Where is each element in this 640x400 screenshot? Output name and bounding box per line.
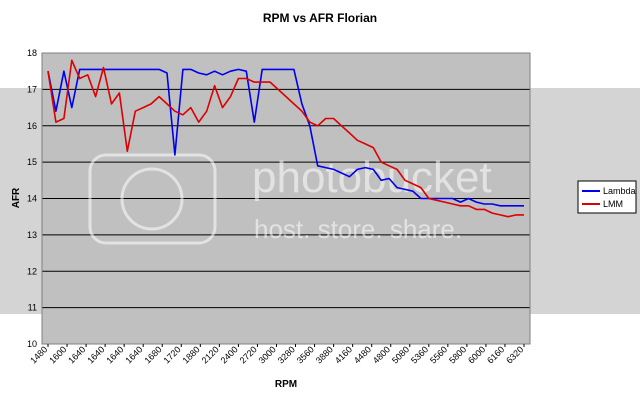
y-tick-label: 16 [27,121,37,131]
x-tick-label: 3880 [314,344,335,365]
series-group [47,59,524,218]
y-axis-title: AFR [11,187,22,208]
watermark-camera-icon [88,153,217,245]
y-tick-label: 11 [28,303,37,313]
y-tick-label: 17 [27,84,37,94]
x-tick-label: 1600 [47,344,68,365]
x-tick-label: 1880 [180,344,201,365]
series-line-lmm [47,59,524,218]
x-tick-label: 6160 [485,344,506,365]
x-tick-label: 4160 [333,344,354,365]
x-tick-label: 2400 [219,344,240,365]
x-tick-label: 3280 [276,344,297,365]
watermark-brand: photobucket [252,153,492,202]
x-tick-label: 2120 [200,344,221,365]
legend: Lambda LMM [577,180,637,214]
legend-box [577,180,637,214]
x-tick-label: 5360 [409,344,430,365]
x-tick-label: 5800 [447,344,468,365]
x-tick-label: 1640 [66,344,87,365]
legend-label-lambda: Lambda [603,186,636,196]
x-tick-label: 1640 [85,344,106,365]
x-axis-ticks: 1480160016401640164016401680172018802120… [28,344,525,366]
y-tick-label: 13 [27,230,37,240]
chart-title: RPM vs AFR Florian [263,11,377,25]
x-tick-label: 2720 [238,344,259,365]
x-tick-label: 5080 [390,344,411,365]
watermark-lens-icon [120,167,184,231]
x-tick-label: 6000 [466,344,487,365]
y-tick-label: 14 [27,194,37,204]
x-tick-label: 6320 [504,344,525,365]
x-tick-label: 4480 [352,344,373,365]
plot-area-border [41,52,531,345]
x-tick-label: 4800 [371,344,392,365]
x-tick-label: 1640 [123,344,144,365]
y-tick-label: 12 [27,266,37,276]
watermark-tagline: host. store. share. [254,214,462,244]
series-line-lambda [47,68,524,207]
watermark: photobucket host. store. share. [88,153,492,245]
x-tick-label: 5560 [428,344,449,365]
x-tick-label: 3560 [295,344,316,365]
x-tick-label: 1720 [161,344,182,365]
x-tick-label: 3000 [257,344,278,365]
y-tick-label: 10 [27,339,37,349]
y-axis-ticks: 10 11 12 13 14 15 16 17 18 [27,48,37,349]
x-tick-label: 1640 [104,344,125,365]
y-tick-label: 18 [27,48,37,58]
x-tick-label: 1680 [142,344,163,365]
x-axis-title: RPM [275,379,297,390]
legend-label-lmm: LMM [603,199,623,209]
y-tick-label: 15 [27,157,37,167]
